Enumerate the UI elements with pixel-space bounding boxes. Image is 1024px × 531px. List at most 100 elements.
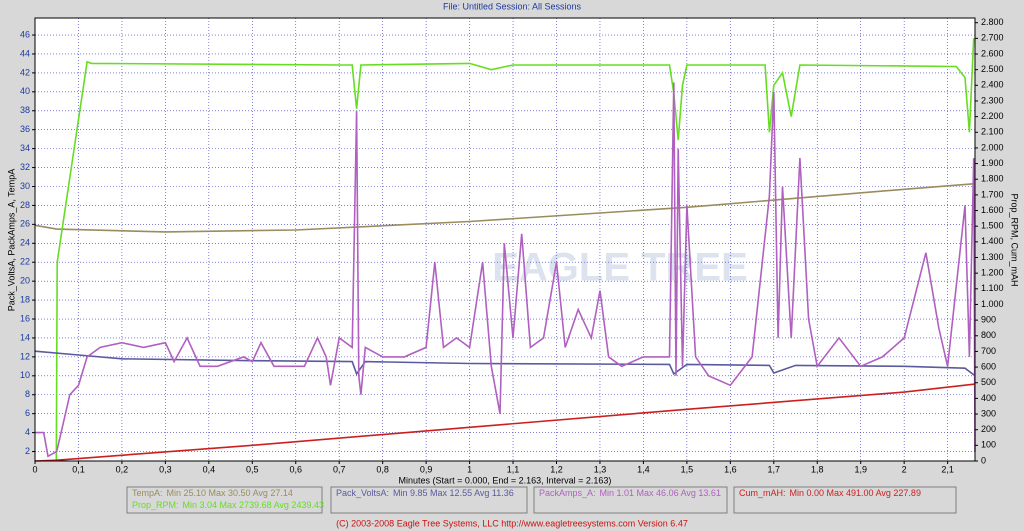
y-tick-label: 28 [20,200,30,210]
y2-tick-label: 2.800 [981,17,1004,27]
y2-tick-label: 2.300 [981,95,1004,105]
x-tick-label: 1,9 [854,464,867,474]
chart-title: File: Untitled Session: All Sessions [443,1,582,11]
series-line [55,38,975,462]
legend-stats: Min 0.00 Max 491.00 Avg 227.89 [790,488,921,498]
x-tick-label: 0,2 [116,464,129,474]
x-tick-label: 2 [902,464,907,474]
y-tick-label: 44 [20,48,30,58]
y-tick-label: 30 [20,181,30,191]
y-tick-label: 42 [20,67,30,77]
y2-tick-label: 2.400 [981,80,1004,90]
legend-box [533,486,728,514]
y-tick-label: 4 [25,427,30,437]
series-line [34,182,976,233]
x-tick-label: 1,7 [768,464,781,474]
y2-tick-label: 1.400 [981,236,1004,246]
y2-tick-label: 1.800 [981,174,1004,184]
y2-tick-label: 200 [981,424,996,434]
y2-tick-label: 700 [981,346,996,356]
legend-name: Prop_RPM: [132,500,179,510]
y-tick-label: 12 [20,351,30,361]
x-tick-label: 1,3 [594,464,607,474]
y2-tick-label: 2.200 [981,111,1004,121]
y2-tick-label: 2.500 [981,64,1004,74]
legend-name: PackAmps_A: [539,488,596,498]
watermark: EAGLE TREE [492,246,748,290]
legend-stats: Min 3.04 Max 2739.68 Avg 2439.43 [183,500,324,510]
x-tick-label: 2,1 [941,464,954,474]
y2-tick-label: 900 [981,314,996,324]
x-tick-label: 1,6 [724,464,737,474]
x-tick-label: 0,5 [246,464,259,474]
y-tick-label: 40 [20,86,30,96]
legend-box [733,486,957,514]
y-tick-label: 22 [20,257,30,267]
x-tick-label: 0 [32,464,37,474]
plot-border [34,17,976,462]
series-line [34,350,976,377]
y-tick-label: 34 [20,143,30,153]
y2-tick-label: 1.600 [981,205,1004,215]
y2-tick-label: 2.700 [981,33,1004,43]
x-tick-label: 0,1 [72,464,85,474]
y2-tick-label: 400 [981,393,996,403]
x-tick-label: 1,8 [811,464,824,474]
y-tick-label: 2 [25,446,30,456]
y-tick-label: 26 [20,219,30,229]
y2-tick-label: 100 [981,440,996,450]
y-tick-label: 10 [20,370,30,380]
y-tick-label: 36 [20,124,30,134]
x-tick-label: 0,7 [333,464,346,474]
y-tick-label: 18 [20,294,30,304]
legend-stats: Min 1.01 Max 46.06 Avg 13.61 [600,488,721,498]
y2-tick-label: 1.300 [981,252,1004,262]
y2-tick-label: 2.600 [981,48,1004,58]
y2-tick-label: 500 [981,377,996,387]
legend-name: TempA: [132,488,163,498]
y2-tick-label: 1.000 [981,299,1004,309]
x-tick-label: 0,8 [376,464,389,474]
legend-box [126,486,323,514]
y2-tick-label: 2.000 [981,142,1004,152]
x-tick-label: 1,1 [507,464,520,474]
y-tick-label: 14 [20,332,30,342]
legend-entry: PackAmps_A: Min 1.01 Max 46.06 Avg 13.61 [539,488,721,498]
y2-tick-label: 1.900 [981,158,1004,168]
x-axis-title: Minutes (Start = 0.000, End = 2.163, Int… [399,475,612,485]
y2-tick-label: 1.100 [981,283,1004,293]
y2-tick-label: 0 [981,455,986,465]
y-tick-label: 24 [20,238,30,248]
legend-stats: Min 9.85 Max 12.55 Avg 11.36 [393,488,514,498]
x-tick-label: 1,5 [681,464,694,474]
legend-box [330,486,528,514]
y-tick-label: 38 [20,105,30,115]
y-axis-title: Pack_VoltsA, PackAmps_A, TempA [6,169,16,311]
y2-tick-label: 1.500 [981,221,1004,231]
series-line [34,383,976,462]
y-tick-label: 32 [20,162,30,172]
y2-tick-label: 1.700 [981,189,1004,199]
y-tick-label: 8 [25,389,30,399]
y-tick-label: 6 [25,408,30,418]
y-tick-label: 16 [20,313,30,323]
x-tick-label: 0,4 [203,464,216,474]
legend-entry: Pack_VoltsA: Min 9.85 Max 12.55 Avg 11.36 [336,488,514,498]
legend-entry: Prop_RPM: Min 3.04 Max 2739.68 Avg 2439.4… [132,500,324,510]
footer: (C) 2003-2008 Eagle Tree Systems, LLC ht… [336,518,688,528]
y2-tick-label: 300 [981,408,996,418]
legend-name: Cum_mAH: [739,488,786,498]
legend-stats: Min 25.10 Max 30.50 Avg 27.14 [167,488,293,498]
series-line [35,82,976,458]
y2-tick-label: 800 [981,330,996,340]
x-tick-label: 0,3 [159,464,172,474]
x-tick-label: 0,9 [420,464,433,474]
y-tick-label: 46 [20,29,30,39]
x-tick-label: 0,6 [289,464,302,474]
y2-axis-title: Prop_RPM, Cum_mAH [1010,193,1020,286]
y2-tick-label: 600 [981,361,996,371]
x-tick-label: 1 [467,464,472,474]
plot [34,18,976,462]
legend-name: Pack_VoltsA: [336,488,389,498]
